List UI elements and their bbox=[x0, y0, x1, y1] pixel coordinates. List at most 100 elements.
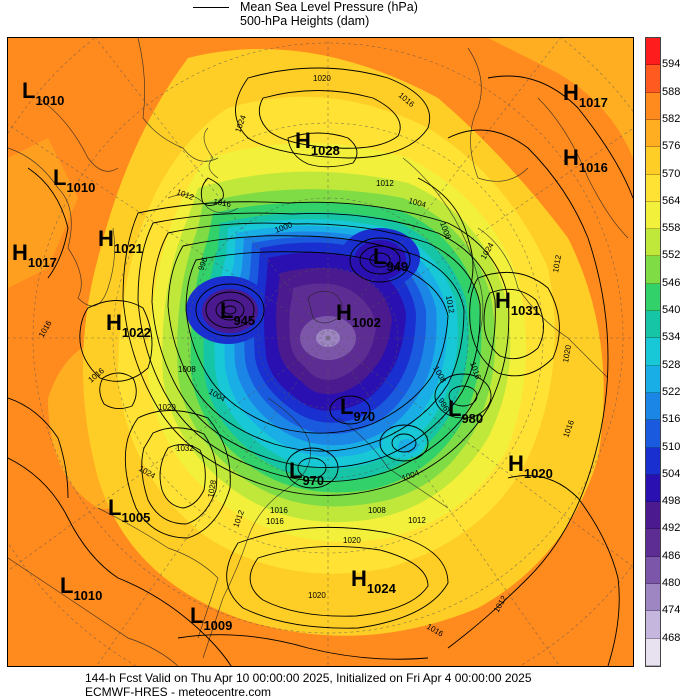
colorbar-tick-label: 492 bbox=[662, 522, 681, 535]
isobar-label: 1020 bbox=[313, 74, 331, 83]
pressure-system-high: H1022 bbox=[106, 310, 151, 340]
colorbar-cell bbox=[646, 119, 660, 148]
isobar-label: 1032 bbox=[176, 444, 194, 453]
pressure-system-low: L1009 bbox=[190, 603, 232, 633]
colorbar-tick-label: 552 bbox=[662, 249, 681, 262]
colorbar-cell bbox=[646, 365, 660, 393]
pressure-system-low: L1005 bbox=[108, 495, 150, 525]
pressure-system-low: L949 bbox=[373, 244, 408, 274]
colorbar-tick-label: 474 bbox=[662, 604, 681, 617]
low-center-north bbox=[354, 240, 406, 280]
colorbar-tick-label: 576 bbox=[662, 140, 681, 153]
isobar-label: 1012 bbox=[551, 254, 563, 274]
isobars bbox=[8, 67, 633, 666]
height-band-576-w bbox=[8, 138, 78, 288]
colorbar-tick-label: 582 bbox=[662, 112, 681, 125]
colorbar-cell bbox=[646, 556, 660, 585]
colorbar-cell bbox=[646, 474, 660, 503]
isobar-label: 1008 bbox=[178, 365, 196, 374]
colorbar-cell bbox=[646, 447, 660, 475]
colorbar-cell bbox=[646, 174, 660, 202]
colorbar-cell bbox=[646, 311, 660, 339]
colorbar-tick-label: 510 bbox=[662, 440, 681, 453]
colorbar-cell bbox=[646, 392, 660, 421]
contour-labels: 1020 1016 1024 1012 1016 1012 1004 1008 … bbox=[37, 74, 576, 639]
colorbar-tick-label: 516 bbox=[662, 413, 681, 426]
colorbar-cell bbox=[646, 92, 660, 120]
colorbar-tick-label: 468 bbox=[662, 631, 681, 644]
colorbar-cell bbox=[646, 529, 660, 557]
colorbar-tick-label: 558 bbox=[662, 222, 681, 235]
colorbar-tick-label: 564 bbox=[662, 194, 681, 207]
pressure-system-low: L945 bbox=[220, 298, 255, 328]
isobar-label: 1020 bbox=[158, 403, 176, 412]
pressure-system-low: L970 bbox=[340, 394, 375, 424]
colorbar-tick-label: 522 bbox=[662, 385, 681, 398]
pressure-system-high: H1031 bbox=[495, 288, 540, 318]
pressure-system-high: H1021 bbox=[98, 226, 143, 256]
pressure-systems: L1010 L1010 H1028 H1017 H1016 H1021 H101… bbox=[12, 78, 608, 633]
heights-legend-label: 500-hPa Heights (dam) bbox=[240, 14, 370, 28]
colorbar-tick-label: 546 bbox=[662, 276, 681, 289]
colorbar-cell bbox=[646, 638, 660, 666]
colorbar-cell bbox=[646, 611, 660, 639]
pressure-system-high: H1017 bbox=[12, 240, 57, 270]
colorbar-cell bbox=[646, 283, 660, 312]
isobar-label: 1020 bbox=[561, 344, 573, 364]
height-colorbar bbox=[645, 37, 661, 667]
colorbar-cell bbox=[646, 338, 660, 366]
mslp-legend-label: Mean Sea Level Pressure (hPa) bbox=[240, 0, 418, 14]
colorbar-tick-label: 486 bbox=[662, 549, 681, 562]
mslp-legend-line bbox=[193, 7, 229, 8]
colorbar-tick-label: 534 bbox=[662, 331, 681, 344]
colorbar-tick-label: 480 bbox=[662, 577, 681, 590]
colorbar-tick-label: 528 bbox=[662, 358, 681, 371]
chart-footer: 144-h Fcst Valid on Thu Apr 10 00:00:00 … bbox=[0, 668, 681, 700]
colorbar-tick-label: 498 bbox=[662, 495, 681, 508]
isobar-label: 1012 bbox=[408, 516, 426, 525]
isobar-label: 1020 bbox=[308, 591, 326, 600]
isobar-label: 1016 bbox=[213, 197, 233, 209]
pressure-system-high: H1002 bbox=[336, 300, 381, 330]
isobar-label: 1016 bbox=[270, 506, 288, 515]
source-credit-text: ECMWF-HRES - meteocentre.com bbox=[85, 685, 272, 699]
low-center-west bbox=[202, 289, 258, 333]
isobar-label: 1016 bbox=[266, 517, 284, 526]
colorbar-cell bbox=[646, 256, 660, 284]
colorbar-tick-label: 594 bbox=[662, 58, 681, 71]
height-band-576-ne bbox=[488, 38, 633, 158]
coastlines bbox=[8, 38, 629, 666]
colorbar-tick-label: 540 bbox=[662, 304, 681, 317]
pressure-system-low: L1010 bbox=[22, 78, 64, 108]
pressure-system-high: H1016 bbox=[563, 145, 608, 175]
pressure-system-high: H1024 bbox=[351, 566, 397, 596]
pressure-system-low: L1010 bbox=[60, 573, 102, 603]
isobar-label: 996 bbox=[196, 256, 209, 272]
isobar-label: 1008 bbox=[368, 506, 386, 515]
chart-header: Mean Sea Level Pressure (hPa) 500-hPa He… bbox=[0, 0, 681, 36]
pressure-system-low: L980 bbox=[448, 396, 483, 426]
isobar-label: 1012 bbox=[444, 295, 456, 315]
colorbar-tick-label: 570 bbox=[662, 167, 681, 180]
map-canvas: 1020 1016 1024 1012 1016 1012 1004 1008 … bbox=[8, 38, 633, 666]
pressure-system-low: L1010 bbox=[53, 165, 95, 195]
isobar-label: 1012 bbox=[376, 179, 394, 188]
colorbar-tick-label: 588 bbox=[662, 85, 681, 98]
colorbar-cell bbox=[646, 38, 660, 66]
pressure-system-high: H1017 bbox=[563, 80, 608, 110]
colorbar-cell bbox=[646, 502, 660, 530]
isobar-label: 1020 bbox=[343, 536, 361, 545]
pressure-system-high: H1028 bbox=[295, 128, 340, 158]
colorbar-tick-label: 504 bbox=[662, 467, 681, 480]
colorbar-cell bbox=[646, 584, 660, 612]
weather-map: 1020 1016 1024 1012 1016 1012 1004 1008 … bbox=[7, 37, 634, 667]
colorbar-cell bbox=[646, 420, 660, 448]
colorbar-cell bbox=[646, 147, 660, 175]
colorbar-cell bbox=[646, 229, 660, 257]
pressure-system-low: L970 bbox=[289, 458, 324, 488]
pressure-system-high: H1020 bbox=[508, 451, 553, 481]
colorbar-cell bbox=[646, 65, 660, 93]
colorbar-cell bbox=[646, 201, 660, 230]
isobar-label: 1028 bbox=[206, 479, 218, 499]
forecast-validity-text: 144-h Fcst Valid on Thu Apr 10 00:00:00 … bbox=[85, 671, 532, 685]
